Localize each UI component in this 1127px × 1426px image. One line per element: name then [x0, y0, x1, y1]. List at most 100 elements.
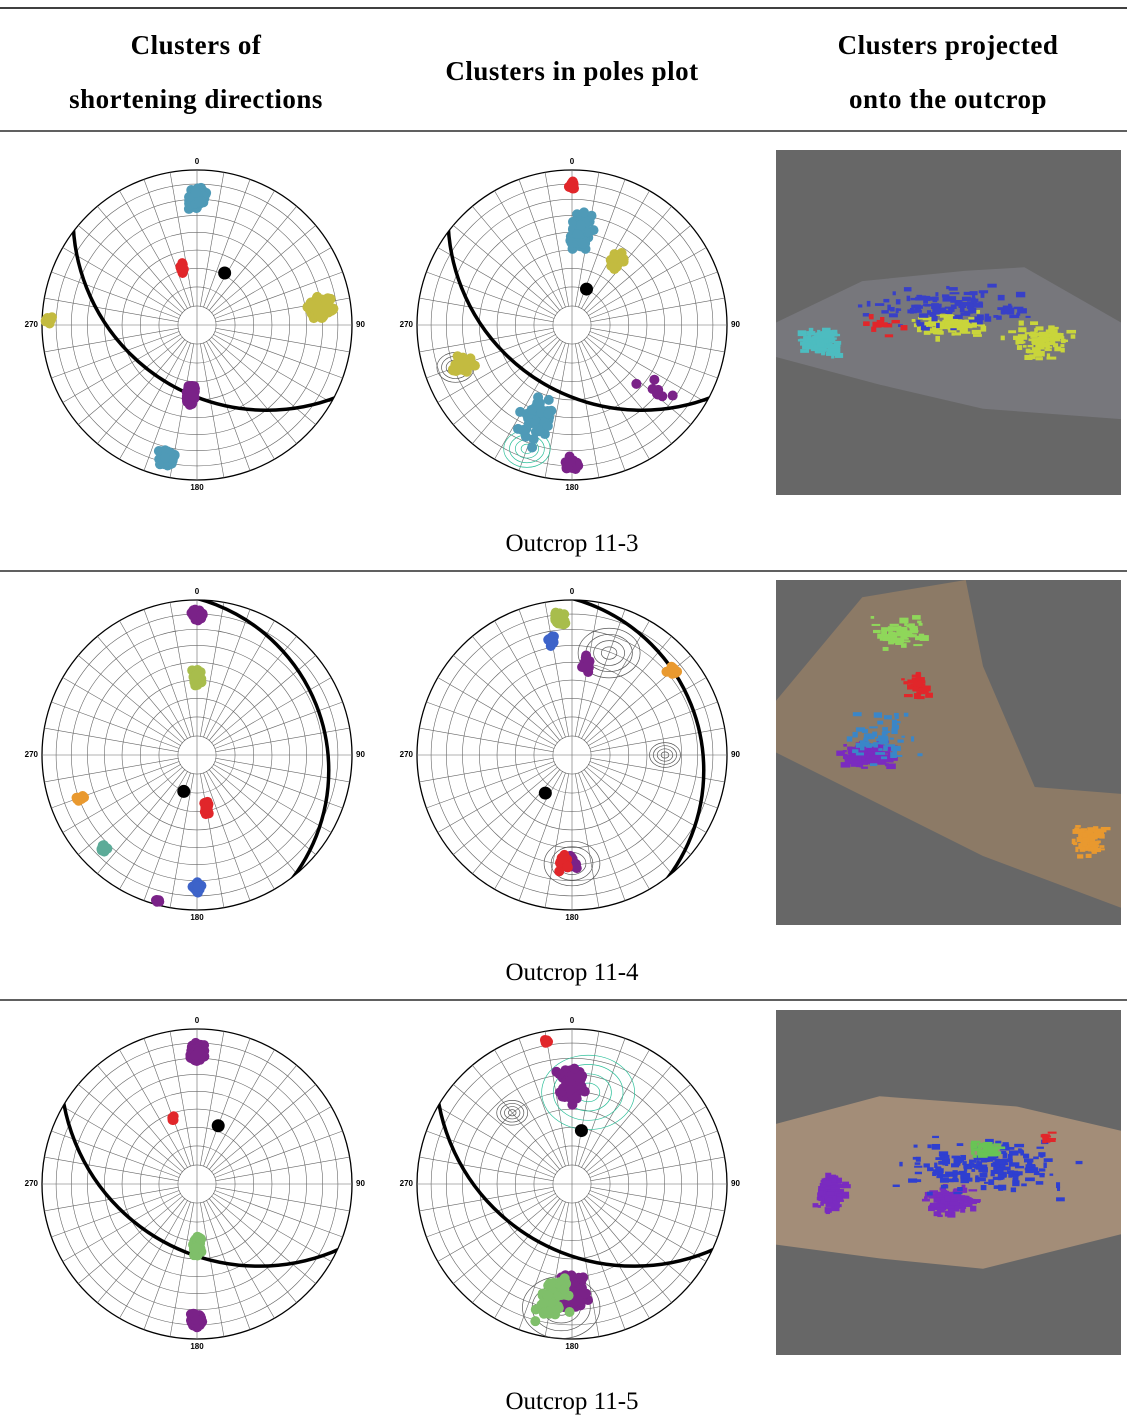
- grid-line: [581, 1049, 650, 1169]
- cluster-patch: [835, 1183, 845, 1189]
- contour: [649, 742, 681, 768]
- cluster-patch: [1024, 332, 1034, 335]
- cluster-patch: [932, 330, 942, 335]
- cluster-patch: [919, 295, 927, 300]
- cluster-patch: [937, 1214, 943, 1218]
- grid-line: [97, 339, 186, 444]
- cluster-patch: [873, 742, 880, 745]
- cluster-patch: [982, 1146, 992, 1153]
- contour: [577, 627, 641, 679]
- cluster-patch: [825, 1208, 831, 1215]
- grid-line: [143, 179, 191, 308]
- cluster-patch: [1009, 314, 1020, 319]
- cluster-patch: [1020, 328, 1027, 332]
- cluster-patch: [826, 345, 830, 348]
- cluster-patch: [950, 300, 957, 303]
- cluster-patch: [844, 759, 852, 764]
- cluster-patch: [929, 1190, 938, 1194]
- cluster-patch: [1022, 345, 1027, 348]
- pole-point: [542, 420, 553, 431]
- cluster-patch: [918, 688, 929, 694]
- cluster-patch: [1046, 356, 1057, 360]
- grid-line: [199, 602, 225, 737]
- cluster-patch: [900, 640, 911, 643]
- cluster-patch: [917, 691, 926, 695]
- cluster-patch: [827, 1189, 836, 1193]
- cluster-patch: [897, 632, 908, 637]
- cluster-patch: [1012, 1177, 1019, 1182]
- grid-line: [208, 636, 297, 741]
- grid-line: [544, 773, 570, 908]
- pole-point: [565, 1075, 576, 1086]
- cluster-patch: [979, 1172, 988, 1178]
- grid-line: [587, 1193, 707, 1262]
- cluster-patch: [890, 745, 901, 752]
- cluster-patch: [963, 1199, 971, 1204]
- cluster-patch: [862, 741, 870, 747]
- cluster-patch: [989, 1147, 994, 1150]
- cluster-patch: [955, 327, 964, 331]
- cluster-patch: [895, 637, 905, 643]
- grid-line: [169, 1202, 195, 1337]
- cluster-patch: [1037, 337, 1047, 343]
- grid-line: [574, 343, 600, 478]
- cluster-patch: [908, 1178, 918, 1183]
- grid-line: [215, 327, 350, 353]
- cluster-patch: [895, 299, 901, 305]
- cluster-patch: [975, 1176, 980, 1183]
- cluster-patch: [961, 1201, 966, 1206]
- cluster-patch: [910, 297, 919, 301]
- cluster-patch: [1001, 310, 1006, 315]
- grid-line: [206, 770, 275, 890]
- cluster-patch: [869, 759, 879, 765]
- cluster-patch: [1089, 846, 1094, 851]
- cluster-patch: [996, 315, 1002, 320]
- cluster-patch: [1027, 1161, 1033, 1167]
- grid-line: [578, 1038, 626, 1167]
- cluster-patch: [983, 1181, 989, 1184]
- grid-line: [578, 772, 626, 901]
- grid-line: [206, 1199, 275, 1319]
- cluster-patch: [852, 749, 859, 754]
- cluster-patch: [1046, 353, 1051, 359]
- grid-line: [143, 342, 191, 471]
- cluster-patch: [882, 727, 888, 731]
- cluster-patch: [887, 730, 891, 733]
- cluster-patch: [884, 715, 892, 720]
- cluster-patch: [907, 679, 917, 684]
- contour: [653, 745, 677, 765]
- cluster-patch: [863, 733, 872, 740]
- cluster-patch: [872, 731, 878, 737]
- contour: [541, 1054, 635, 1130]
- cluster-patch: [1070, 334, 1076, 339]
- cluster-patch: [924, 303, 931, 307]
- cluster-patch: [980, 1157, 988, 1163]
- grid-line: [437, 677, 557, 746]
- cluster-patch: [1016, 345, 1023, 350]
- cluster-patch: [913, 644, 923, 647]
- cluster-patch: [1080, 828, 1088, 831]
- contour: [601, 646, 618, 660]
- outcrop-image: [776, 150, 1121, 495]
- cluster-patch: [912, 615, 921, 620]
- cluster-patch: [835, 1180, 842, 1183]
- cluster-patch: [1056, 1182, 1061, 1189]
- grid-line: [419, 327, 554, 353]
- grid-line: [590, 727, 725, 753]
- cluster-patch: [818, 1197, 823, 1202]
- grid-line: [203, 772, 251, 901]
- cluster-patch: [973, 1163, 980, 1169]
- cluster-patch: [1054, 336, 1060, 342]
- grid-line: [97, 1065, 186, 1170]
- grid-line: [143, 609, 191, 738]
- cluster-patch: [984, 316, 992, 322]
- cluster-patch: [1097, 828, 1107, 833]
- cluster-patch: [1046, 333, 1053, 338]
- grid-line: [589, 701, 718, 749]
- cluster-patch: [1006, 1147, 1015, 1150]
- grid-line: [215, 727, 350, 753]
- cluster-patch: [973, 302, 984, 308]
- cluster-patch: [850, 760, 860, 764]
- grid-line: [426, 331, 555, 379]
